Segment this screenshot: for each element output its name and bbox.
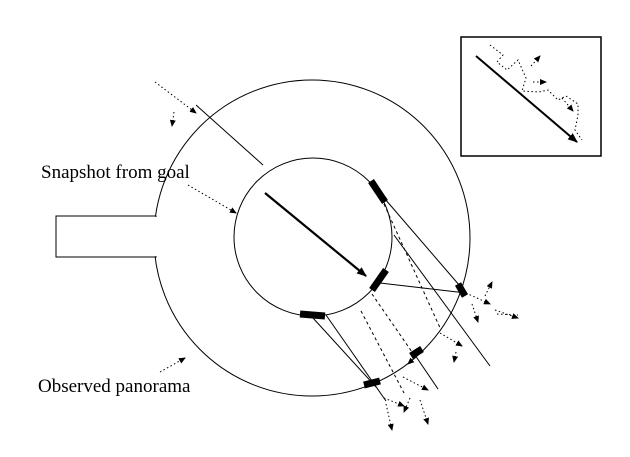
panorama-pointer (159, 357, 186, 373)
observed-panorama-circle (153, 79, 471, 397)
snapshot-circle (233, 157, 393, 317)
panorama-landmark-right (454, 282, 469, 298)
snapshot-landmark-top (368, 179, 388, 204)
inset-home-vector (475, 55, 578, 143)
robot-body (55, 215, 157, 258)
home-vector-arrow (264, 192, 367, 277)
panorama-label: Observed panorama (38, 376, 191, 397)
snapshot-pointer (187, 184, 237, 214)
panorama-landmark-bottom-right (409, 346, 424, 359)
inset-panel (460, 36, 602, 157)
snapshot-landmark-bottom (299, 310, 326, 320)
snapshot-label: Snapshot from goal (41, 162, 190, 183)
snapshot-landmark-right (369, 267, 389, 293)
